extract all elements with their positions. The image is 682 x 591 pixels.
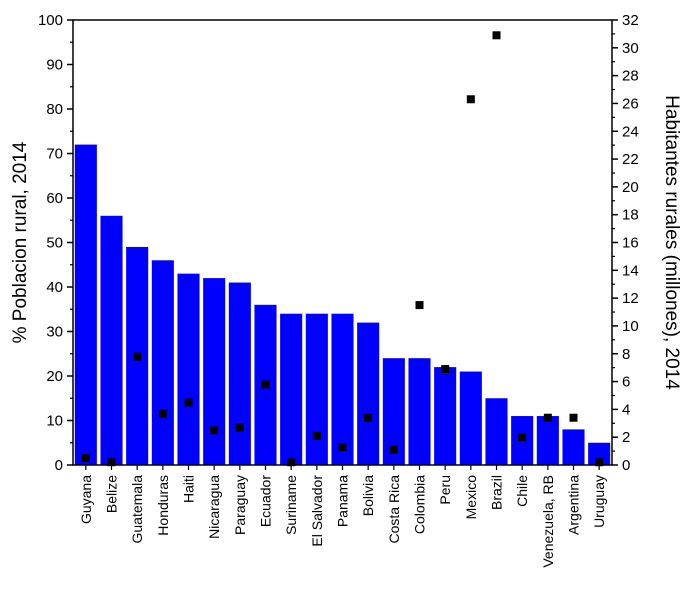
left-tick-label: 70 <box>46 146 63 163</box>
right-tick-label: 18 <box>622 207 639 224</box>
data-point <box>261 380 270 389</box>
category-label: Uruguay <box>591 475 607 528</box>
left-y-axis: 0 10 20 30 40 50 60 70 80 90 100 <box>38 12 73 474</box>
x-axis: Guyana Belize Guatemala Honduras Haiti Nicara… <box>78 465 607 568</box>
data-point <box>312 431 321 440</box>
category-label: Costa Rica <box>386 475 402 544</box>
bar <box>588 442 611 465</box>
data-point <box>518 433 527 442</box>
category-label: Nicaragua <box>206 475 222 539</box>
category-label: Ecuador <box>258 475 274 527</box>
left-tick-label: 80 <box>46 101 63 118</box>
data-point <box>235 423 244 432</box>
category-label: El Salvador <box>309 475 325 547</box>
category-label: Guatemala <box>129 475 145 544</box>
point-series <box>81 31 604 467</box>
bar <box>562 429 585 465</box>
left-tick-label: 90 <box>46 57 63 74</box>
left-tick-label: 50 <box>46 235 63 252</box>
data-point <box>158 409 167 418</box>
category-label: Venezuela, RB <box>540 475 556 568</box>
data-point <box>364 413 373 422</box>
left-tick-label: 100 <box>38 12 63 29</box>
category-label: Haiti <box>181 475 197 503</box>
right-axis-title: Habitantes rurales (millones), 2014 <box>661 95 682 390</box>
right-tick-label: 2 <box>622 429 630 446</box>
bar <box>485 398 508 465</box>
category-label: Bolivia <box>360 475 376 516</box>
right-tick-label: 6 <box>622 374 630 391</box>
right-tick-label: 20 <box>622 179 639 196</box>
right-tick-label: 24 <box>622 123 639 140</box>
bar <box>331 313 354 465</box>
data-point <box>338 442 347 451</box>
left-tick-label: 20 <box>46 368 63 385</box>
right-tick-label: 8 <box>622 346 630 363</box>
right-tick-label: 10 <box>622 318 639 335</box>
data-point <box>287 458 296 467</box>
left-tick-label: 10 <box>46 413 63 430</box>
right-tick-label: 26 <box>622 95 639 112</box>
data-point <box>466 95 475 104</box>
right-tick-label: 28 <box>622 68 639 85</box>
data-point <box>184 398 193 407</box>
category-label: Paraguay <box>232 475 248 535</box>
data-point <box>210 426 219 435</box>
category-label: Belize <box>104 475 120 513</box>
bar <box>151 260 174 465</box>
right-tick-label: 32 <box>622 12 639 29</box>
category-label: Peru <box>437 475 453 505</box>
left-axis-title: % Poblacion rural, 2014 <box>10 141 31 343</box>
data-point <box>107 458 116 467</box>
right-tick-label: 16 <box>622 235 639 252</box>
category-label: Chile <box>514 475 530 507</box>
bar <box>280 313 303 465</box>
category-label: Guyana <box>78 475 94 524</box>
bar <box>434 367 457 465</box>
bar <box>74 144 97 465</box>
data-point <box>492 31 501 40</box>
category-label: Honduras <box>155 475 171 536</box>
data-point <box>543 413 552 422</box>
bar <box>177 273 200 465</box>
bar <box>459 371 482 465</box>
right-tick-label: 30 <box>622 40 639 57</box>
category-label: Colombia <box>412 475 428 534</box>
left-tick-label: 40 <box>46 279 63 296</box>
bar <box>100 215 123 465</box>
data-point <box>133 352 142 361</box>
bar <box>203 278 226 465</box>
left-tick-label: 0 <box>55 457 63 474</box>
data-point <box>441 365 450 374</box>
category-label: Suriname <box>283 475 299 535</box>
category-label: Panama <box>335 475 351 527</box>
right-tick-label: 14 <box>622 262 639 279</box>
right-tick-label: 22 <box>622 151 639 168</box>
bar <box>536 416 559 465</box>
data-point <box>569 413 578 422</box>
category-label: Argentina <box>566 475 582 535</box>
data-point <box>81 454 90 463</box>
data-point <box>595 458 604 467</box>
right-tick-label: 12 <box>622 290 639 307</box>
category-label: Mexico <box>463 475 479 520</box>
bar <box>382 358 405 465</box>
right-tick-label: 0 <box>622 457 630 474</box>
bar <box>357 322 380 465</box>
bar-series <box>74 144 611 465</box>
category-label: Brazil <box>489 475 505 510</box>
data-point <box>415 301 424 310</box>
bar <box>228 282 251 465</box>
left-tick-label: 30 <box>46 324 63 341</box>
bar <box>305 313 328 465</box>
left-tick-label: 60 <box>46 190 63 207</box>
data-point <box>389 445 398 454</box>
right-tick-label: 4 <box>622 401 630 418</box>
bar <box>408 358 431 465</box>
